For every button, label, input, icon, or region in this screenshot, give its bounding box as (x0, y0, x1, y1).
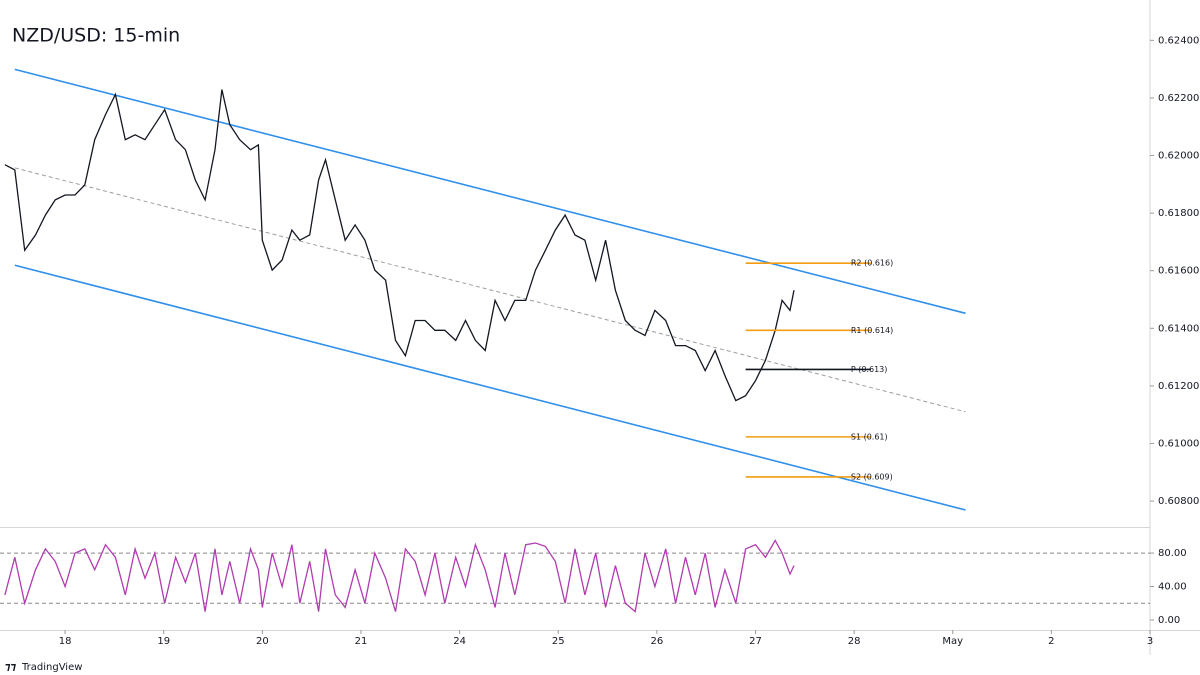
channel-line (14, 264, 966, 511)
channel-line (14, 167, 966, 413)
x-tick-label: May (942, 636, 963, 647)
x-tick-label: 26 (650, 636, 663, 647)
y-tick-label: 0.61400 (1158, 323, 1199, 334)
y-tick-label: 0.62200 (1158, 93, 1199, 104)
x-tick-label: 28 (848, 636, 861, 647)
x-tick-label: 21 (355, 636, 368, 647)
indicator-y-tick-label: 0.00 (1158, 615, 1180, 626)
x-tick-label: 20 (256, 636, 269, 647)
chart-title: NZD/USD: 15-min (12, 25, 180, 47)
x-tick-label: 24 (453, 636, 466, 647)
x-tick-label: 25 (552, 636, 565, 647)
indicator-y-tick-label: 80.00 (1158, 548, 1187, 559)
pivot-label: S1 (0.61) (851, 432, 888, 441)
stochastic-line (4, 539, 795, 613)
y-tick-label: 0.61600 (1158, 266, 1199, 277)
pivot-label: P (0.613) (851, 365, 888, 374)
channel-line (14, 68, 966, 315)
footer: TradingView (21, 662, 82, 673)
price-line (4, 89, 795, 402)
x-tick-label: 2 (1048, 636, 1054, 647)
y-tick-label: 0.61000 (1158, 438, 1199, 449)
x-tick-label: 27 (749, 636, 762, 647)
y-tick-label: 0.62400 (1158, 35, 1199, 46)
pivot-label: R1 (0.614) (851, 326, 893, 335)
x-tick-label: 19 (157, 636, 170, 647)
x-tick-label: 3 (1147, 636, 1153, 647)
pivot-label: S2 (0.609) (851, 472, 893, 481)
y-tick-label: 0.60800 (1158, 496, 1199, 507)
pivot-label: R2 (0.616) (851, 259, 893, 268)
logo: ⁊⁊ (5, 660, 17, 673)
y-tick-label: 0.61800 (1158, 208, 1199, 219)
y-tick-label: 0.61200 (1158, 381, 1199, 392)
y-tick-label: 0.62000 (1158, 151, 1199, 162)
indicator-y-tick-label: 40.00 (1158, 582, 1187, 593)
x-tick-label: 18 (59, 636, 72, 647)
